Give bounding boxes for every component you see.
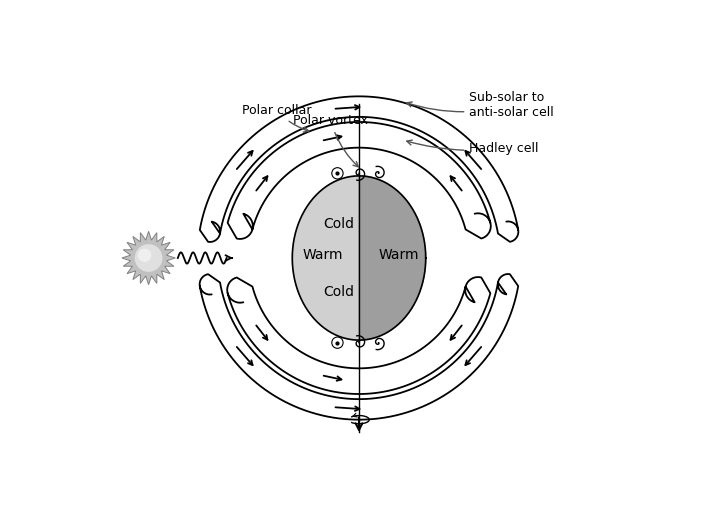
Text: Polar collar: Polar collar <box>242 104 312 132</box>
Text: Warm: Warm <box>302 248 342 263</box>
Circle shape <box>138 249 151 262</box>
Text: Sub-solar to
anti-solar cell: Sub-solar to anti-solar cell <box>406 91 554 119</box>
Text: Hadley cell: Hadley cell <box>407 140 538 155</box>
Text: Cold: Cold <box>324 217 355 231</box>
Polygon shape <box>359 176 426 340</box>
Text: Cold: Cold <box>324 285 355 299</box>
Text: Warm: Warm <box>379 248 419 263</box>
Polygon shape <box>292 176 359 340</box>
Circle shape <box>135 244 162 272</box>
Text: Polar vortex: Polar vortex <box>294 114 368 167</box>
Polygon shape <box>122 231 175 285</box>
